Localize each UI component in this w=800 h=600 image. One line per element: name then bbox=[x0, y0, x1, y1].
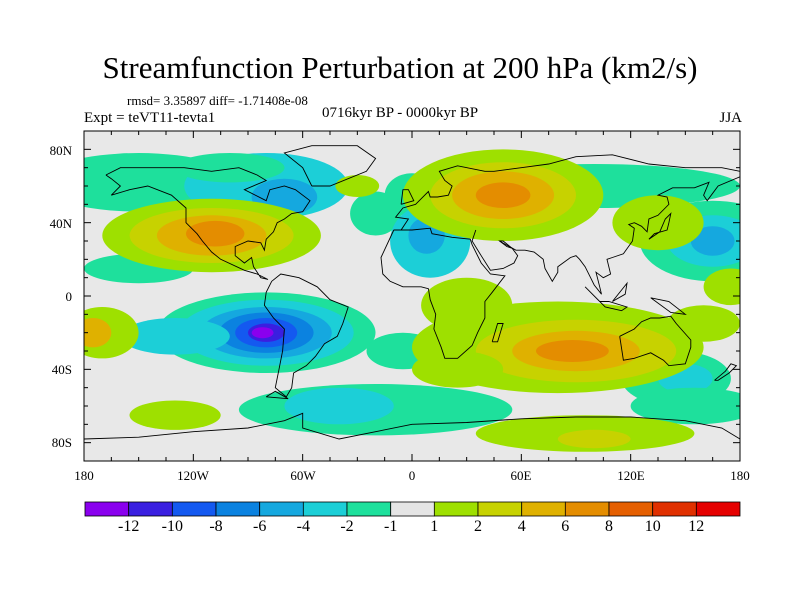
coastline bbox=[84, 412, 740, 440]
colorbar-label: -2 bbox=[340, 518, 354, 535]
colorbar-label: 6 bbox=[561, 518, 570, 535]
colorbar-label: -12 bbox=[118, 518, 140, 535]
contour-region bbox=[284, 387, 394, 425]
colorbar-swatch bbox=[652, 501, 697, 517]
y-tick-label: 40N bbox=[49, 216, 72, 231]
contour-region bbox=[612, 195, 704, 251]
coastline bbox=[612, 281, 628, 302]
contour-region bbox=[703, 268, 740, 306]
coastline bbox=[393, 154, 740, 231]
colorbar-label: 1 bbox=[430, 518, 439, 535]
x-tick-label: 60W bbox=[290, 468, 316, 483]
colorbar-swatch bbox=[390, 501, 435, 517]
colorbar-swatch bbox=[564, 501, 610, 517]
x-tick-label: 180 bbox=[74, 468, 94, 483]
colorbar-swatch bbox=[171, 501, 217, 517]
colorbar-label: -1 bbox=[384, 518, 398, 535]
colorbar-label: 2 bbox=[474, 518, 482, 535]
contour-region bbox=[475, 182, 531, 208]
colorbar-swatch bbox=[433, 501, 479, 517]
colorbar-swatch bbox=[302, 501, 348, 517]
contour-region bbox=[557, 429, 631, 449]
contour-region bbox=[120, 318, 230, 355]
contour-region bbox=[186, 220, 245, 247]
colorbar-label: 8 bbox=[605, 518, 613, 535]
contour-region bbox=[412, 351, 504, 388]
contour-region bbox=[667, 305, 740, 342]
y-tick-label: 0 bbox=[65, 289, 73, 304]
colorbar-label: 10 bbox=[644, 518, 661, 535]
coastline bbox=[499, 176, 740, 295]
y-tick-label: 80N bbox=[49, 143, 72, 158]
x-tick-label: 0 bbox=[408, 468, 416, 483]
y-tick-label: 80S bbox=[51, 435, 72, 450]
contour-region bbox=[84, 318, 112, 348]
colorbar-label: -8 bbox=[209, 518, 223, 535]
coastline bbox=[584, 286, 629, 312]
contour-region bbox=[175, 153, 285, 183]
colorbar-swatch bbox=[477, 501, 523, 517]
colorbar-swatch bbox=[128, 501, 173, 517]
period-label: 0716kyr BP - 0000kyr BP bbox=[322, 105, 479, 121]
coastline bbox=[400, 189, 415, 205]
contour-region bbox=[690, 226, 735, 256]
contour-region bbox=[335, 175, 380, 197]
colorbar-swatch bbox=[215, 501, 261, 517]
colorbar-swatch bbox=[346, 501, 392, 517]
contour-region bbox=[630, 387, 740, 425]
colorbar-swatch bbox=[259, 501, 304, 517]
coastline bbox=[265, 390, 289, 400]
colorbar-swatch bbox=[521, 501, 566, 517]
x-tick-label: 180 bbox=[730, 468, 750, 483]
plot-title: Streamfunction Perturbation at 200 hPa (… bbox=[102, 50, 698, 85]
experiment-label: Expt = teVT11-tevta1 bbox=[84, 110, 216, 126]
colorbar bbox=[84, 501, 741, 517]
coastline bbox=[619, 315, 692, 367]
axis-ticks bbox=[83, 130, 741, 462]
colorbar-label: 12 bbox=[688, 518, 705, 535]
coastline bbox=[491, 323, 504, 343]
coastline bbox=[380, 227, 506, 359]
coastline bbox=[263, 273, 349, 398]
colorbar-label: -10 bbox=[161, 518, 183, 535]
coastline bbox=[283, 145, 377, 187]
coastline bbox=[714, 363, 738, 381]
contour-region bbox=[129, 400, 221, 430]
colorbar-label: -6 bbox=[253, 518, 267, 535]
contour-region bbox=[536, 340, 609, 362]
x-tick-label: 120W bbox=[177, 468, 209, 483]
contour-region bbox=[421, 277, 513, 333]
colorbar-label: 4 bbox=[517, 518, 526, 535]
stats-text: rmsd= 3.35897 diff= -1.71408e-08 bbox=[127, 93, 308, 108]
colorbar-swatch bbox=[84, 501, 130, 517]
y-tick-label: 40S bbox=[51, 362, 72, 377]
x-tick-label: 120E bbox=[617, 468, 645, 483]
coastline bbox=[105, 167, 311, 280]
season-label: JJA bbox=[719, 110, 742, 126]
coastline bbox=[650, 297, 687, 315]
colorbar-swatch bbox=[695, 501, 741, 517]
x-tick-label: 60E bbox=[510, 468, 532, 483]
contour-region bbox=[251, 327, 274, 339]
colorbar-swatch bbox=[608, 501, 654, 517]
colorbar-label: -4 bbox=[296, 518, 310, 535]
streamfunction-field bbox=[84, 149, 740, 452]
coastline bbox=[648, 212, 672, 240]
coastlines bbox=[84, 145, 740, 440]
